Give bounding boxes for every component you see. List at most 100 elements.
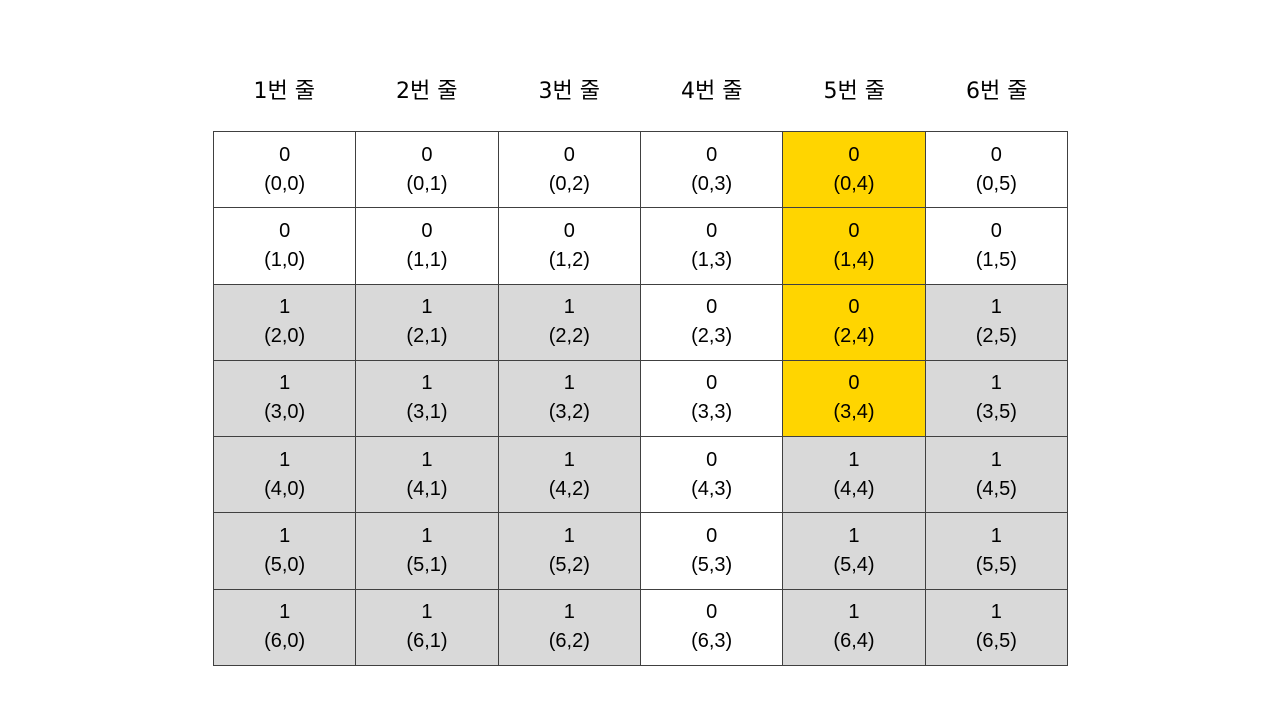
cell-coordinate: (5,3)	[691, 554, 733, 577]
cell-coordinate: (4,3)	[691, 477, 733, 500]
cell-coordinate: (5,0)	[264, 554, 306, 577]
cell-coordinate: (2,4)	[833, 325, 875, 348]
grid-cell: 1 (6,2)	[497, 588, 641, 667]
cell-coordinate: (3,3)	[691, 401, 733, 424]
grid-cell: 1 (6,4)	[782, 588, 926, 667]
cell-value: 0	[706, 143, 718, 166]
cell-coordinate: (1,5)	[975, 248, 1017, 271]
cell-value: 1	[563, 525, 575, 548]
column-header-2: 2번 줄	[396, 79, 458, 104]
cell-value: 1	[848, 601, 860, 624]
cell-value: 1	[421, 296, 433, 319]
grid-cell: 1 (2,2)	[497, 283, 641, 361]
cell-value: 0	[706, 525, 718, 548]
grid-cell: 0 (2,3)	[639, 283, 784, 361]
grid-cell: 0 (0,1)	[355, 130, 499, 209]
cell-coordinate: (5,2)	[548, 554, 590, 577]
cell-value: 1	[279, 601, 291, 624]
grid-cell: 1 (6,1)	[355, 588, 499, 667]
grid-row: 0 (0,0) 0 (0,1) 0 (0,2) 0 (0,3) 0 (0,4) 0 (0,5)	[212, 130, 1069, 209]
grid-cell: 1 (3,5)	[924, 359, 1069, 438]
grid-cell: 1 (6,0)	[212, 588, 357, 667]
column-header-5: 5번 줄	[823, 79, 885, 104]
grid-cell: 1 (5,4)	[782, 512, 926, 590]
cell-value: 0	[706, 448, 718, 471]
cell-value: 0	[990, 219, 1002, 242]
cell-coordinate: (1,2)	[548, 248, 590, 271]
grid-cell: 0 (1,4)	[782, 207, 926, 285]
cell-coordinate: (3,1)	[406, 401, 448, 424]
cell-coordinate: (3,4)	[833, 401, 875, 424]
cell-coordinate: (5,4)	[833, 554, 875, 577]
cell-coordinate: (0,1)	[406, 172, 448, 195]
cell-coordinate: (6,1)	[406, 630, 448, 653]
cell-value: 0	[706, 601, 718, 624]
cell-value: 1	[421, 525, 433, 548]
cell-coordinate: (1,0)	[264, 248, 306, 271]
cell-value: 1	[421, 601, 433, 624]
cell-coordinate: (6,3)	[691, 630, 733, 653]
grid-cell: 0 (6,3)	[639, 588, 784, 667]
grid-row: 1 (6,0) 1 (6,1) 1 (6,2) 0 (6,3) 1 (6,4) 1 (6,5)	[212, 588, 1069, 667]
grid-cell: 0 (0,0)	[212, 130, 357, 209]
cell-coordinate: (2,0)	[264, 325, 306, 348]
cell-coordinate: (0,4)	[833, 172, 875, 195]
cell-coordinate: (1,3)	[691, 248, 733, 271]
cell-coordinate: (4,4)	[833, 477, 875, 500]
grid-cell: 0 (5,3)	[639, 512, 784, 590]
cell-value: 0	[706, 296, 718, 319]
grid-row: 1 (3,0) 1 (3,1) 1 (3,2) 0 (3,3) 0 (3,4) 1 (3,5)	[212, 359, 1069, 438]
column-headers: 1번 줄 2번 줄 3번 줄 4번 줄 5번 줄 6번 줄	[213, 72, 1068, 112]
grid-cell: 0 (4,3)	[639, 436, 784, 514]
cell-value: 1	[421, 448, 433, 471]
cell-value: 0	[848, 143, 860, 166]
cell-value: 1	[563, 296, 575, 319]
cell-value: 0	[279, 219, 291, 242]
grid-cell: 1 (2,0)	[212, 283, 357, 361]
cell-value: 1	[990, 296, 1002, 319]
grid-cell: 1 (6,5)	[924, 588, 1069, 667]
cell-coordinate: (4,2)	[548, 477, 590, 500]
grid-cell: 1 (5,0)	[212, 512, 357, 590]
cell-value: 1	[279, 296, 291, 319]
cell-value: 0	[848, 219, 860, 242]
grid-cell: 1 (4,5)	[924, 436, 1069, 514]
cell-coordinate: (1,4)	[833, 248, 875, 271]
cell-coordinate: (2,5)	[975, 325, 1017, 348]
cell-value: 0	[421, 143, 433, 166]
cell-value: 1	[421, 372, 433, 395]
cell-coordinate: (5,1)	[406, 554, 448, 577]
cell-coordinate: (4,1)	[406, 477, 448, 500]
grid-row: 1 (2,0) 1 (2,1) 1 (2,2) 0 (2,3) 0 (2,4) 1 (2,5)	[212, 283, 1069, 361]
grid-cell: 1 (4,2)	[497, 436, 641, 514]
grid-cell: 0 (3,4)	[782, 359, 926, 438]
cell-value: 0	[706, 372, 718, 395]
grid-cell: 0 (1,0)	[212, 207, 357, 285]
grid-cell: 1 (3,0)	[212, 359, 357, 438]
grid-cell: 1 (2,1)	[355, 283, 499, 361]
grid-cell: 1 (4,1)	[355, 436, 499, 514]
cell-value: 0	[848, 372, 860, 395]
grid-table: 0 (0,0) 0 (0,1) 0 (0,2) 0 (0,3) 0 (0,4) 0 (0,5) 0 (1,…	[212, 130, 1069, 667]
cell-value: 0	[563, 143, 575, 166]
cell-value: 1	[279, 372, 291, 395]
cell-value: 1	[848, 448, 860, 471]
grid-row: 0 (1,0) 0 (1,1) 0 (1,2) 0 (1,3) 0 (1,4) 0 (1,5)	[212, 207, 1069, 285]
grid-row: 1 (5,0) 1 (5,1) 1 (5,2) 0 (5,3) 1 (5,4) 1 (5,5)	[212, 512, 1069, 590]
grid-cell: 0 (0,4)	[782, 130, 926, 209]
cell-coordinate: (5,5)	[975, 554, 1017, 577]
column-header-1: 1번 줄	[253, 79, 315, 104]
cell-coordinate: (6,2)	[548, 630, 590, 653]
cell-value: 1	[563, 372, 575, 395]
cell-value: 0	[421, 219, 433, 242]
cell-value: 1	[563, 601, 575, 624]
cell-value: 1	[990, 601, 1002, 624]
grid-cell: 0 (1,2)	[497, 207, 641, 285]
grid-cell: 0 (1,1)	[355, 207, 499, 285]
cell-value: 1	[990, 525, 1002, 548]
grid-cell: 1 (2,5)	[924, 283, 1069, 361]
grid-cell: 1 (5,5)	[924, 512, 1069, 590]
cell-value: 0	[990, 143, 1002, 166]
grid-cell: 0 (0,5)	[924, 130, 1069, 209]
grid-cell: 0 (0,2)	[497, 130, 641, 209]
